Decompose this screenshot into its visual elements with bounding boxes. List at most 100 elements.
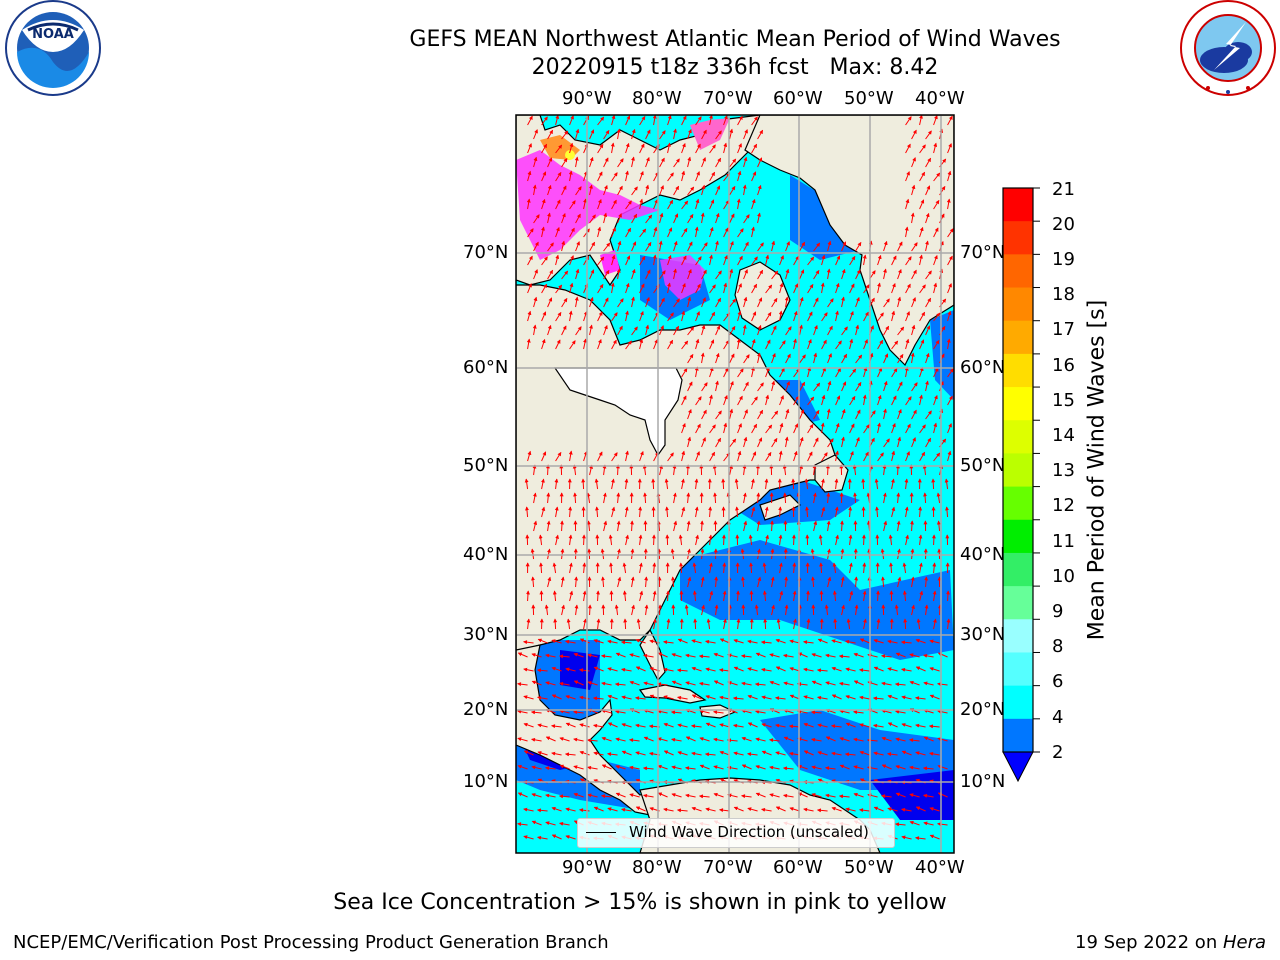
wind-wave-arrow: [751, 396, 758, 406]
wind-wave-arrow: [821, 506, 826, 518]
wind-wave-arrow: [616, 492, 621, 504]
wind-wave-arrow: [821, 339, 827, 350]
lat-tick-left: 50°N: [463, 455, 509, 476]
wind-wave-arrow: [681, 200, 689, 210]
wind-wave-arrow: [723, 199, 730, 210]
wind-wave-arrow: [673, 268, 677, 280]
wind-wave-arrow: [610, 282, 615, 294]
wind-wave-arrow: [785, 241, 790, 252]
wind-wave-arrow: [644, 576, 649, 588]
wind-wave-arrow: [524, 478, 529, 490]
wind-wave-arrow: [841, 296, 845, 308]
wind-wave-arrow: [778, 310, 783, 322]
wind-wave-arrow: [947, 310, 952, 322]
wind-wave-arrow: [832, 590, 837, 602]
wind-wave-arrow: [827, 380, 832, 392]
wind-wave-arrow: [929, 639, 940, 644]
wind-wave-arrow: [575, 241, 580, 252]
wind-wave-arrow: [791, 478, 796, 490]
wind-wave-arrow: [742, 184, 747, 196]
wind-wave-arrow: [663, 640, 674, 645]
wind-wave-arrow: [715, 240, 719, 252]
map-legend: Wind Wave Direction (unscaled): [577, 818, 895, 848]
wind-wave-arrow: [933, 172, 941, 182]
wind-wave-arrow: [859, 668, 870, 673]
wind-wave-arrow: [569, 200, 576, 210]
wind-wave-arrow: [575, 268, 580, 280]
wind-wave-arrow: [910, 352, 915, 364]
wind-wave-arrow: [547, 157, 553, 168]
sea-ice-caption: Sea Ice Concentration > 15% is shown in …: [333, 890, 947, 915]
wind-wave-arrow: [594, 478, 599, 490]
wind-wave-arrow: [666, 618, 671, 630]
wind-wave-arrow: [546, 548, 551, 560]
wind-wave-arrow: [657, 548, 662, 560]
wind-wave-arrow: [631, 326, 638, 336]
wind-wave-arrow: [855, 436, 860, 448]
map-title: GEFS MEAN Northwest Atlantic Mean Period…: [409, 27, 1061, 52]
wind-wave-arrow: [625, 142, 630, 154]
wind-wave-arrow: [729, 438, 737, 448]
wind-wave-arrow: [681, 115, 687, 126]
wind-wave-arrow: [789, 639, 800, 644]
colorbar-under-triangle: [1002, 751, 1034, 783]
wind-wave-arrow: [873, 639, 884, 644]
wind-wave-arrow: [541, 116, 548, 126]
wind-wave-arrow: [517, 652, 528, 658]
wind-wave-arrow: [603, 157, 609, 168]
wind-wave-arrow: [709, 424, 716, 434]
wind-wave-arrow: [536, 668, 548, 673]
wind-wave-arrow: [897, 408, 902, 420]
wind-wave-arrow: [541, 171, 547, 182]
wind-wave-arrow: [555, 226, 560, 238]
wind-wave-arrow: [911, 409, 917, 420]
wind-wave-arrow: [834, 506, 839, 518]
wind-wave-arrow: [651, 478, 656, 490]
wind-wave-arrow: [673, 325, 680, 336]
wind-wave-arrow: [797, 652, 808, 658]
wind-wave-arrow: [579, 638, 590, 644]
wind-wave-arrow: [905, 143, 911, 154]
wind-wave-arrow: [747, 667, 758, 672]
wind-wave-arrow: [639, 255, 646, 266]
wind-wave-arrow: [897, 381, 903, 392]
wind-wave-arrow: [692, 590, 697, 602]
wind-wave-arrow: [849, 423, 855, 434]
wind-wave-arrow: [561, 185, 567, 196]
wind-wave-arrow: [645, 296, 650, 308]
wind-wave-arrow: [778, 534, 783, 546]
wind-wave-arrow: [897, 436, 902, 448]
wind-wave-arrow: [533, 520, 538, 532]
colorbar-tick: 20: [1052, 214, 1075, 235]
wind-wave-arrow: [631, 604, 636, 616]
wind-wave-arrow: [560, 576, 565, 588]
wind-wave-arrow: [701, 184, 706, 196]
wind-wave-arrow: [861, 478, 866, 490]
wind-wave-arrow: [891, 395, 897, 406]
wind-wave-arrow: [757, 352, 761, 364]
wind-wave-arrow: [723, 254, 728, 266]
wind-wave-arrow: [735, 590, 740, 602]
wind-wave-arrow: [715, 212, 720, 224]
wind-wave-arrow: [933, 115, 938, 126]
wind-wave-arrow: [919, 366, 924, 378]
wind-wave-arrow: [587, 604, 592, 616]
wind-wave-arrow: [947, 368, 954, 378]
wind-wave-arrow: [897, 268, 902, 280]
wind-wave-arrow: [737, 255, 743, 266]
wind-wave-arrow: [631, 213, 638, 224]
wind-wave-arrow: [533, 241, 539, 252]
wind-wave-arrow: [729, 325, 736, 336]
wind-wave-arrow: [524, 506, 529, 518]
wind-wave-arrow: [616, 520, 621, 532]
lon-tick-bottom: 40°W: [915, 857, 965, 878]
wind-wave-arrow: [799, 269, 805, 280]
wind-wave-arrow: [925, 212, 930, 224]
wind-wave-arrow: [681, 395, 687, 406]
wind-wave-arrow: [810, 548, 815, 560]
wind-wave-arrow: [873, 666, 884, 672]
wind-wave-arrow: [603, 212, 608, 224]
wind-wave-arrow: [765, 534, 770, 546]
wind-wave-arrow: [853, 652, 864, 658]
wind-wave-arrow: [737, 115, 743, 126]
